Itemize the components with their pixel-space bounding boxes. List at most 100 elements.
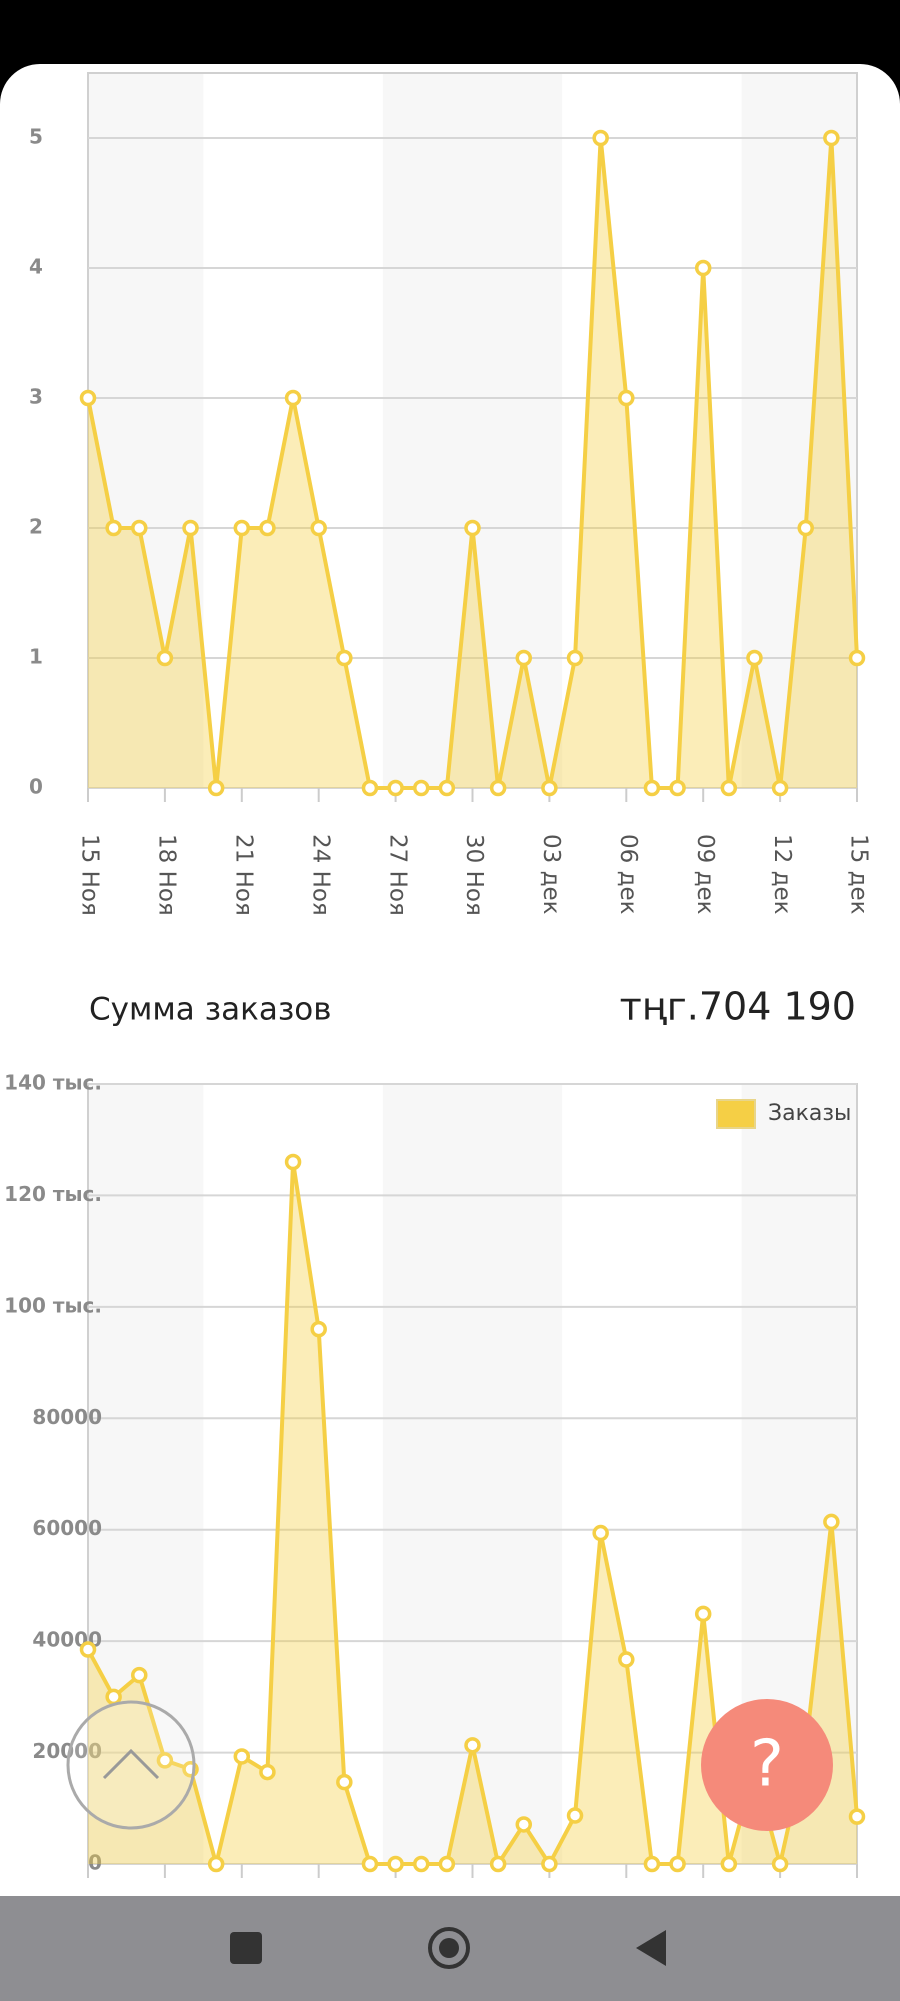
data-point bbox=[694, 259, 712, 277]
data-point bbox=[361, 1855, 379, 1873]
y-tick-label: 0 bbox=[29, 775, 43, 799]
x-tick-label: 09 дек bbox=[692, 834, 718, 915]
data-point bbox=[387, 1855, 404, 1873]
data-point bbox=[489, 1855, 507, 1873]
data-point bbox=[515, 649, 533, 667]
data-point bbox=[771, 779, 789, 797]
help-button[interactable] bbox=[701, 1699, 833, 1831]
data-point bbox=[284, 389, 302, 407]
y-tick-label: 1 bbox=[29, 645, 43, 669]
data-point bbox=[79, 1641, 97, 1658]
x-tick-label: 03 дек bbox=[538, 834, 564, 915]
data-point bbox=[823, 1513, 840, 1531]
data-point bbox=[823, 129, 840, 147]
data-point bbox=[669, 779, 686, 797]
y-tick-label: 3 bbox=[29, 385, 43, 409]
data-point bbox=[643, 1855, 661, 1873]
x-tick-label: 06 дек bbox=[615, 834, 641, 915]
overlay: ? bbox=[66, 1699, 833, 1831]
y-tick-label: 4 bbox=[29, 255, 43, 279]
x-tick-label: 12 дек bbox=[769, 834, 795, 915]
data-point bbox=[464, 519, 481, 537]
week-band bbox=[382, 1084, 563, 1864]
data-point bbox=[515, 1816, 533, 1833]
data-point bbox=[618, 389, 635, 407]
data-point bbox=[412, 779, 430, 797]
x-tick-label: 24 Ноя bbox=[307, 834, 333, 916]
data-point bbox=[797, 519, 814, 537]
x-tick-label: 15 Ноя bbox=[77, 834, 103, 916]
y-tick-label: 140 тыс. bbox=[4, 1071, 102, 1095]
nav-recent[interactable] bbox=[230, 1932, 262, 1964]
data-point bbox=[848, 1808, 866, 1825]
data-point bbox=[464, 1737, 481, 1754]
data-point bbox=[310, 1320, 327, 1338]
data-point bbox=[233, 519, 251, 537]
help-icon: ? bbox=[750, 1728, 784, 1802]
nav-home[interactable] bbox=[428, 1927, 470, 1969]
y-tick-label: 60000 bbox=[32, 1516, 102, 1540]
week-band bbox=[382, 73, 563, 788]
data-point bbox=[618, 1651, 635, 1668]
legend-swatch bbox=[716, 1099, 756, 1129]
data-point bbox=[720, 1855, 738, 1873]
data-point bbox=[592, 1524, 609, 1542]
x-tick-label: 18 Ноя bbox=[154, 834, 180, 916]
data-point bbox=[310, 519, 327, 537]
card bbox=[0, 64, 900, 1964]
scroll-top-icon bbox=[102, 1748, 160, 1780]
data-point bbox=[79, 389, 97, 407]
data-point bbox=[207, 779, 225, 797]
area-fill bbox=[88, 138, 857, 788]
x-tick-label: 30 Ноя bbox=[461, 834, 487, 916]
legend-label: Заказы bbox=[768, 1101, 851, 1126]
nav-back[interactable] bbox=[636, 1930, 666, 1966]
scroll-top-button[interactable] bbox=[66, 1700, 196, 1830]
data-point bbox=[387, 779, 404, 797]
data-point bbox=[233, 1748, 251, 1765]
data-point bbox=[259, 519, 276, 537]
data-point bbox=[131, 1666, 148, 1684]
data-point bbox=[361, 779, 379, 797]
week-band bbox=[88, 73, 204, 788]
y-tick-label: 5 bbox=[29, 125, 43, 149]
data-point bbox=[541, 1855, 558, 1873]
data-point bbox=[105, 1688, 122, 1706]
data-point bbox=[771, 1855, 789, 1873]
charts: 0 1 2 3 4 5 15 Ноя 18 Ноя 21 Ноя 24 Ноя 27 Ноя 30 Н… bbox=[4, 72, 872, 1878]
data-point bbox=[259, 1763, 276, 1781]
data-point bbox=[182, 519, 199, 537]
data-point bbox=[694, 1605, 712, 1623]
data-point bbox=[336, 1773, 353, 1791]
data-point bbox=[489, 779, 507, 797]
x-tick-label: 21 Ноя bbox=[230, 834, 256, 916]
y-tick-label: 0 bbox=[88, 1851, 102, 1875]
data-point bbox=[105, 519, 122, 537]
week-band bbox=[741, 73, 857, 788]
y-tick-label: 2 bbox=[29, 515, 43, 539]
data-point bbox=[643, 779, 661, 797]
data-point bbox=[156, 649, 174, 667]
x-tick-label: 15 дек bbox=[846, 834, 872, 915]
data-point bbox=[720, 779, 738, 797]
data-point bbox=[438, 1855, 456, 1873]
data-point bbox=[284, 1153, 302, 1171]
data-point bbox=[669, 1855, 686, 1873]
nav-home-dot bbox=[439, 1938, 459, 1958]
summary-label: Сумма заказов bbox=[89, 992, 332, 1028]
data-point bbox=[746, 649, 763, 667]
data-point bbox=[541, 779, 558, 797]
data-point bbox=[412, 1855, 430, 1873]
data-point bbox=[566, 1807, 584, 1824]
data-point bbox=[131, 519, 148, 537]
data-point bbox=[156, 1752, 174, 1769]
data-point bbox=[438, 779, 456, 797]
data-point bbox=[207, 1855, 225, 1873]
summary-value: тңг.704 190 bbox=[620, 985, 856, 1029]
week-band bbox=[88, 1084, 204, 1864]
y-tick-label: 100 тыс. bbox=[4, 1293, 102, 1317]
data-point bbox=[566, 649, 584, 667]
x-tick-label: 27 Ноя bbox=[384, 834, 410, 916]
